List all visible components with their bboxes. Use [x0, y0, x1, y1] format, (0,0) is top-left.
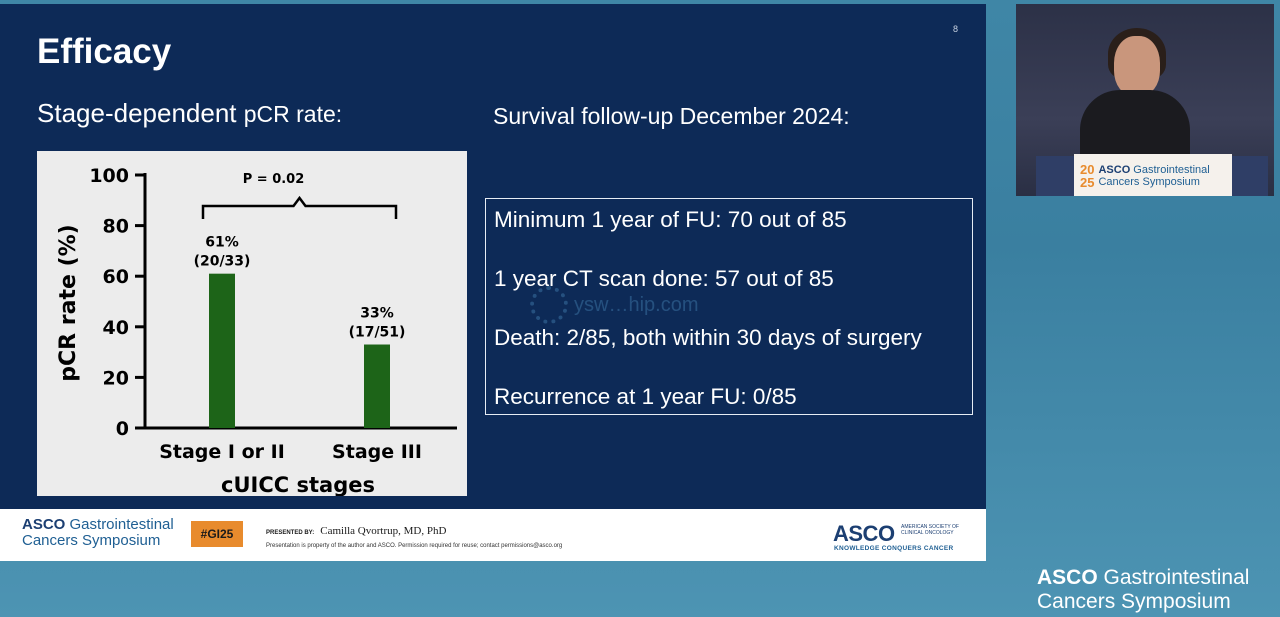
presentation-slide: Efficacy 8 Stage-dependent pCR rate: Sur… — [0, 4, 986, 561]
podium-sign: 20 25 ASCO Gastrointestinal Cancers Symp… — [1074, 154, 1232, 196]
y-axis-title: pCR rate (%) — [56, 224, 81, 381]
footer-symposium-logo: ASCO Gastrointestinal Cancers Symposium — [22, 517, 174, 549]
x-tick-label: Stage III — [332, 441, 422, 463]
slide-number: 8 — [953, 24, 959, 34]
significance-bracket — [201, 195, 398, 219]
corner-logo-brand: ASCO — [1037, 566, 1098, 589]
bar-count-label: (20/33) — [194, 254, 251, 270]
survival-item-fu: Minimum 1 year of FU: 70 out of 85 — [494, 207, 847, 232]
chart-heading-sub: pCR rate: — [243, 101, 343, 127]
podium-sign-year-top: 20 — [1080, 162, 1095, 177]
pcr-bar-chart: 0 20 40 60 80 100 pCR rate (%) 61% (20/33) Stage … — [56, 165, 457, 496]
copyright-disclaimer: Presentation is property of the author a… — [266, 543, 563, 549]
slide-title: Efficacy — [37, 32, 172, 71]
y-tick-label: 20 — [103, 367, 129, 389]
asco-society-name: AMERICAN SOCIETY OF CLINICAL ONCOLOGY — [901, 524, 959, 536]
y-tick-label: 0 — [116, 418, 129, 440]
asco-society-logo: ASCO AMERICAN SOCIETY OF CLINICAL ONCOLO… — [833, 521, 959, 552]
corner-logo-line2: Cancers Symposium — [1037, 590, 1231, 613]
podium-sign-line2: Cancers Symposium — [1098, 176, 1200, 188]
hashtag-badge: #GI25 — [191, 521, 243, 547]
y-tick-label: 80 — [103, 216, 129, 238]
chart-heading-main: Stage-dependent — [37, 98, 244, 128]
bar-count-label: (17/51) — [349, 325, 406, 341]
podium-sign-name: ASCO Gastrointestinal Cancers Symposium — [1098, 164, 1209, 188]
speaker-head — [1114, 36, 1160, 96]
bar-value-label: 33% — [360, 306, 394, 322]
watermark-logo-icon — [530, 286, 568, 324]
pcr-chart-panel: 0 20 40 60 80 100 pCR rate (%) 61% (20/33) Stage … — [37, 151, 467, 496]
chart-heading: Stage-dependent pCR rate: — [37, 98, 342, 129]
podium-sign-year: 20 25 — [1080, 163, 1094, 189]
podium-sign-brand: ASCO — [1098, 164, 1131, 176]
watermark-text: ysw…hip.com — [574, 293, 699, 316]
podium-sign-year-bottom: 25 — [1080, 175, 1095, 190]
footer-logo-line2: Cancers Symposium — [22, 532, 161, 549]
speaker-video: 20 25 ASCO Gastrointestinal Cancers Symp… — [1016, 4, 1274, 196]
footer-logo-line1: Gastrointestinal — [65, 516, 174, 533]
presenter-info: PRESENTED BY: Camilla Qvortrup, MD, PhD — [266, 525, 446, 537]
corner-symposium-logo: ASCO Gastrointestinal Cancers Symposium — [1037, 566, 1249, 614]
corner-logo-line1: Gastrointestinal — [1097, 566, 1250, 589]
p-value-annotation: P = 0.02 — [243, 172, 305, 187]
asco-tagline: KNOWLEDGE CONQUERS CANCER — [834, 545, 954, 552]
x-tick-label: Stage I or II — [159, 441, 285, 463]
bar-value-label: 61% — [205, 235, 239, 251]
presenter-name: Camilla Qvortrup, MD, PhD — [320, 525, 447, 537]
survival-item-death: Death: 2/85, both within 30 days of surg… — [494, 325, 922, 350]
presented-by-label: PRESENTED BY: — [266, 530, 315, 536]
bar-2 — [364, 344, 390, 428]
podium-sign-line1: Gastrointestinal — [1130, 164, 1210, 176]
survival-box: Minimum 1 year of FU: 70 out of 85 1 yea… — [485, 198, 973, 415]
watermark: ysw…hip.com — [530, 286, 698, 324]
slide-footer: ASCO Gastrointestinal Cancers Symposium … — [0, 509, 986, 561]
bar-1 — [209, 273, 235, 428]
y-tick-label: 100 — [89, 165, 129, 187]
footer-logo-brand: ASCO — [22, 516, 66, 533]
y-tick-label: 60 — [103, 266, 129, 288]
survival-item-recurrence: Recurrence at 1 year FU: 0/85 — [494, 384, 797, 409]
y-tick-label: 40 — [103, 317, 129, 339]
x-axis-title: cUICC stages — [221, 473, 375, 496]
survival-heading: Survival follow-up December 2024: — [493, 103, 850, 129]
asco-brand: ASCO — [833, 521, 895, 546]
